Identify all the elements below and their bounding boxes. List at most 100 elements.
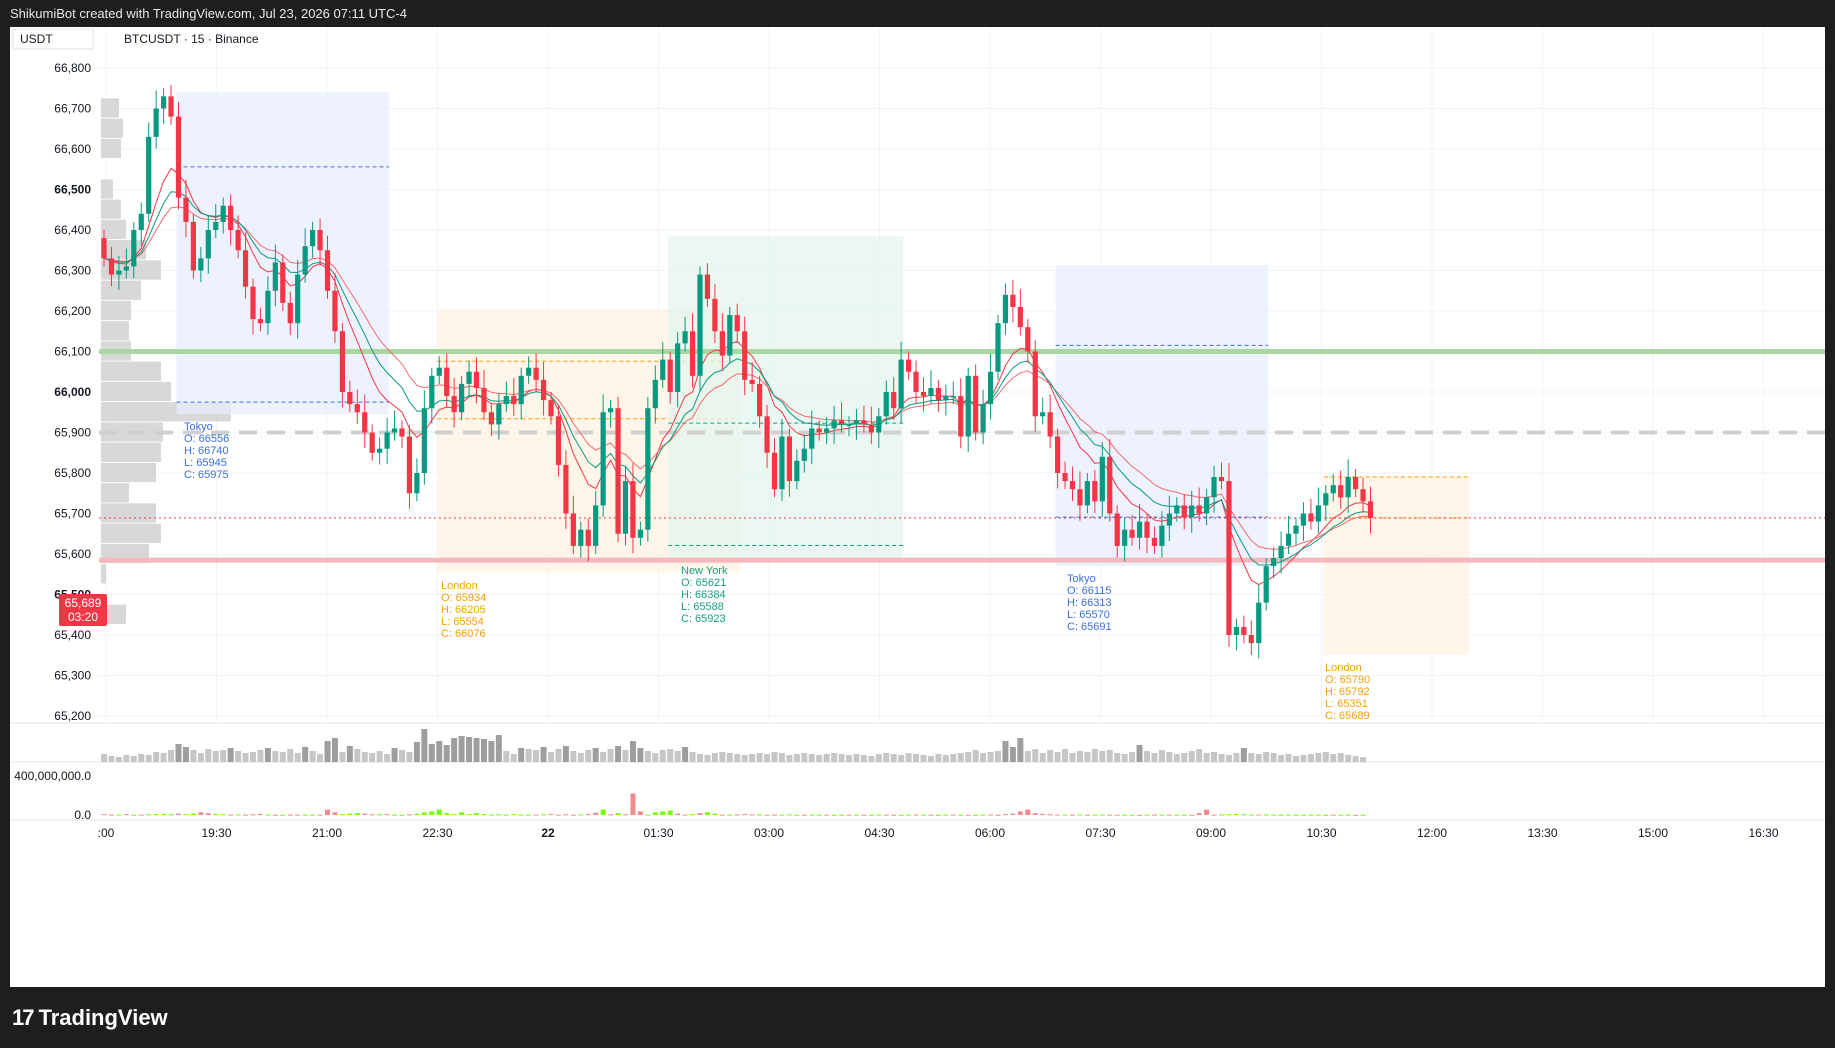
candle-body: [1055, 436, 1061, 473]
oscillator-bar: [1330, 814, 1336, 816]
volume-bar: [868, 756, 875, 762]
volume-profile-bar: [101, 321, 129, 341]
volume-bar: [935, 754, 942, 762]
oscillator-bar: [652, 812, 658, 815]
candle-body: [712, 298, 718, 332]
time-axis: :00 19:30 21:00 22:30 22 01:30 03:00 04:30 06:00…: [98, 826, 1779, 840]
volume-bar: [510, 754, 517, 762]
oscillator-bar: [570, 814, 576, 816]
candle-body: [138, 213, 144, 230]
volume-bar: [1196, 749, 1203, 762]
oscillator-bar: [488, 814, 494, 816]
oscillator-bar: [123, 814, 129, 816]
volume-bar: [175, 744, 182, 762]
volume-bar: [473, 738, 480, 762]
oscillator-bar: [831, 814, 837, 816]
candle-body: [108, 258, 115, 275]
volume-bar: [1315, 753, 1322, 762]
volume-bar: [883, 753, 890, 762]
time-tick-label: 04:30: [864, 826, 894, 840]
oscillator-bar: [168, 814, 174, 816]
oscillator-bar: [354, 813, 360, 815]
volume-bar: [622, 750, 629, 762]
volume-bar: [853, 754, 860, 762]
volume-bar: [182, 747, 189, 762]
candle-body: [727, 315, 733, 356]
candle-body: [1069, 481, 1076, 490]
oscillator-bar: [399, 814, 405, 816]
volume-bar: [264, 748, 271, 762]
session-label-text: L: 65351: [1325, 698, 1368, 710]
candle-body: [1367, 501, 1374, 518]
oscillator-bar: [325, 809, 330, 815]
oscillator-bar: [384, 814, 390, 816]
oscillator-bar: [816, 814, 822, 816]
volume-bar: [674, 751, 681, 762]
candle-body: [846, 424, 852, 426]
volume-bar: [1062, 749, 1069, 762]
oscillator-bar: [1092, 814, 1098, 816]
oscillator-bar: [958, 814, 964, 816]
candle-body: [503, 396, 509, 405]
candle-body: [600, 412, 606, 506]
time-tick-label: 22:30: [422, 826, 452, 840]
candle-body: [1300, 513, 1307, 526]
volume-bar: [227, 748, 234, 762]
tradingview-brand[interactable]: 17 TradingView: [12, 1005, 168, 1031]
oscillator-bar: [1137, 814, 1143, 816]
volume-bar: [540, 747, 547, 762]
volume-bar: [1181, 753, 1188, 762]
candle-body: [161, 96, 167, 109]
volume-bar: [838, 754, 845, 762]
candle-body: [831, 420, 837, 429]
volume-bar: [287, 749, 294, 762]
volume-bar: [257, 750, 264, 762]
candle-body: [265, 290, 271, 324]
candle-body: [630, 481, 636, 538]
price-tick-label: 66,000: [54, 385, 91, 399]
price-tick-label: 66,100: [54, 345, 91, 359]
candle-body: [891, 392, 897, 409]
candle-body: [1181, 505, 1187, 518]
volume-bar: [562, 746, 569, 762]
candle-body: [451, 396, 457, 413]
volume-bar: [168, 750, 175, 762]
candle-body: [913, 371, 919, 392]
oscillator-bar: [541, 814, 547, 816]
candle-body: [123, 266, 129, 271]
volume-bar: [533, 750, 540, 762]
price-tick-label: 65,900: [54, 426, 91, 440]
oscillator-bar: [1099, 814, 1105, 816]
oscillator-bar: [786, 814, 792, 816]
oscillator-bar: [1211, 814, 1217, 816]
volume-bar: [1285, 754, 1292, 762]
oscillator-bar: [1122, 814, 1128, 816]
oscillator-bar: [436, 809, 442, 815]
volume-bar: [153, 752, 160, 762]
oscillator-bar: [421, 812, 427, 815]
volume-profile-bar: [101, 300, 131, 321]
volume-bar: [1114, 753, 1121, 762]
candle-body: [272, 262, 278, 291]
candle-body: [1166, 513, 1172, 526]
oscillator-bar: [466, 814, 472, 816]
candle-body: [250, 286, 256, 320]
oscillator-bar: [1293, 814, 1299, 816]
volume-bar: [1076, 751, 1083, 762]
oscillator-bar: [772, 814, 777, 816]
volume-bar: [1017, 738, 1024, 762]
volume-bar: [1330, 754, 1337, 762]
session-label-text: C: 65975: [184, 469, 229, 481]
currency-button[interactable]: [12, 28, 94, 50]
volume-profile-bar: [101, 483, 129, 503]
oscillator-bar: [675, 813, 681, 815]
volume-bar: [324, 741, 331, 762]
candle-body: [1315, 505, 1321, 522]
oscillator-bar: [1017, 811, 1023, 815]
symbol-label[interactable]: BTCUSDT · 15 · Binance: [124, 32, 259, 46]
volume-bar: [629, 741, 636, 762]
candle-body: [563, 464, 569, 514]
candle-body: [1338, 485, 1344, 498]
candle-body: [1084, 481, 1090, 506]
